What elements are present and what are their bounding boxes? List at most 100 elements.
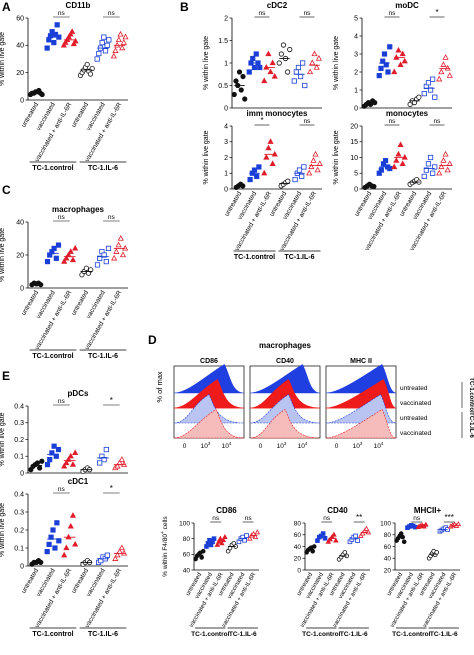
histogram-curve [173, 379, 245, 409]
data-point [381, 51, 388, 57]
histogram-x-tick: 104 [298, 441, 308, 450]
tick-exponent: 4 [381, 441, 384, 446]
data-point [425, 161, 432, 167]
significance-label: ns [323, 515, 331, 522]
data-point [122, 33, 129, 40]
group-label: TC-1.control [392, 631, 430, 638]
data-point [83, 265, 89, 271]
data-point [69, 256, 77, 263]
histogram-x-tick: 104 [374, 441, 384, 450]
data-point [114, 551, 121, 558]
data-point [371, 183, 377, 190]
y-tick-label: 5 [354, 171, 358, 178]
y-tick-label: 0 [20, 563, 24, 570]
data-point [69, 461, 77, 467]
data-point [432, 94, 438, 100]
data-point [293, 69, 299, 75]
data-point [261, 169, 268, 176]
chart-title: cDC1 [68, 477, 89, 486]
significance-label: * [110, 396, 113, 405]
data-point [115, 36, 122, 43]
y-axis-label: % within live gate [0, 228, 6, 282]
data-point [52, 545, 58, 551]
significance-label: ns [259, 10, 267, 17]
data-point [378, 65, 384, 71]
data-point [353, 533, 358, 539]
data-point [60, 41, 67, 48]
data-point [69, 28, 76, 34]
y-tick-label: 80 [294, 520, 302, 527]
data-point [104, 42, 110, 48]
data-point [444, 166, 451, 173]
data-point [72, 244, 79, 251]
data-point [359, 530, 366, 536]
data-point [103, 258, 109, 265]
y-tick-label: 20 [384, 567, 392, 574]
histogram-row-label: untreated [400, 385, 428, 392]
data-point [440, 157, 447, 163]
data-point [88, 267, 94, 273]
y-tick-label: 0 [354, 105, 358, 112]
data-point [46, 541, 52, 548]
data-point [49, 450, 55, 456]
group-label: TC-1.control [191, 631, 229, 638]
data-point [309, 59, 316, 66]
y-axis-label: % within live gate [0, 503, 6, 557]
y-tick-label: 10 [350, 155, 358, 162]
y-tick-label: 0.4 [14, 403, 24, 410]
data-point [56, 538, 62, 544]
data-point [271, 73, 278, 79]
histogram-curve [249, 394, 321, 424]
data-point [63, 254, 70, 261]
data-point [120, 39, 127, 45]
y-tick-label: 20 [16, 70, 24, 77]
data-point [253, 51, 259, 57]
histogram-curve [173, 409, 245, 439]
y-axis-label: % within live gate [203, 130, 210, 184]
data-point [307, 68, 314, 75]
histogram-x-tick: 103 [201, 441, 211, 450]
data-point [432, 164, 438, 170]
data-point [399, 160, 406, 166]
data-point [94, 262, 101, 268]
data-point [301, 164, 307, 170]
significance-label: ns [58, 398, 66, 405]
data-point [200, 548, 206, 554]
y-tick-label: 20 [16, 252, 24, 259]
data-point [325, 538, 332, 544]
data-point [67, 522, 74, 529]
data-point [119, 251, 127, 258]
data-point [311, 50, 318, 57]
data-point [50, 527, 56, 533]
significance-label: ns [245, 515, 253, 522]
y-tick-label: 40 [384, 556, 392, 563]
data-point [387, 44, 393, 50]
data-point [269, 59, 276, 66]
row-group-label: TC-1.control [468, 377, 474, 413]
data-point [114, 462, 121, 469]
y-tick-label: 40 [16, 43, 24, 50]
y-axis-label: % within live gate [333, 36, 340, 90]
data-point [342, 550, 348, 555]
data-point [247, 176, 253, 183]
data-point [214, 541, 221, 547]
data-point [217, 535, 224, 541]
data-point [102, 48, 109, 54]
y-axis-label: % within live gate [333, 130, 340, 184]
data-point [333, 537, 339, 543]
y-tick-label: 40 [294, 544, 302, 551]
data-point [115, 241, 122, 248]
group-label: TC-1.IL-6 [88, 165, 118, 172]
data-point [117, 235, 124, 241]
significance-label: ns [58, 10, 66, 17]
significance-label: ns [212, 515, 220, 522]
data-point [278, 51, 284, 57]
data-point [110, 52, 117, 59]
tick-exponent: 3 [360, 441, 363, 446]
histogram-ylabel: % of max [155, 371, 164, 403]
data-point [67, 30, 74, 37]
